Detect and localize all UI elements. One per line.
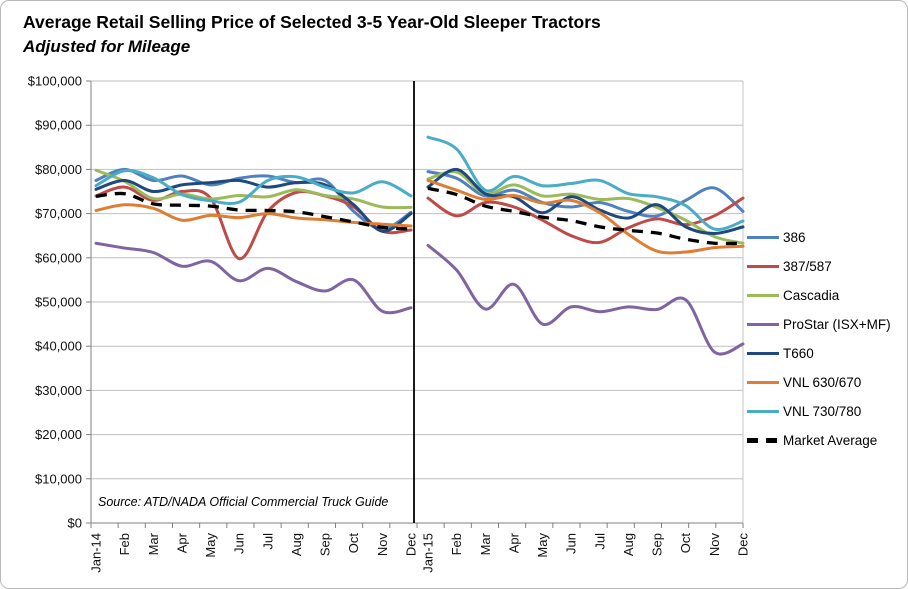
series-line-t660	[94, 178, 413, 233]
x-axis-label: Jul	[592, 533, 607, 550]
x-axis-label: Sep	[650, 533, 665, 556]
legend-item-cascadia: Cascadia	[747, 281, 891, 310]
series-line-market-average	[427, 186, 744, 246]
legend-item-386: 386	[747, 223, 891, 252]
y-axis-label: $10,000	[35, 471, 82, 486]
series-line-t660	[426, 167, 745, 235]
x-axis-label: Dec	[736, 533, 751, 557]
x-axis-label: Dec	[404, 533, 419, 557]
series-line-prostar-isx-mf-	[94, 241, 413, 315]
source-note: Source: ATD/NADA Official Commercial Tru…	[98, 495, 389, 509]
series-line-386	[94, 167, 413, 231]
series-line-cascadia	[94, 168, 413, 210]
legend-label-t660: T660	[783, 346, 814, 361]
legend-label-386: 386	[783, 230, 806, 245]
series-line-vnl-730-780	[426, 135, 745, 232]
x-axis-label: Feb	[449, 533, 464, 555]
y-axis-label: $60,000	[35, 250, 82, 265]
legend-item-prostar-isx-mf-: ProStar (ISX+MF)	[747, 310, 891, 339]
legend-swatch-cascadia	[747, 293, 779, 298]
legend-swatch-prostar-isx-mf-	[747, 322, 779, 327]
y-axis-label: $70,000	[35, 206, 82, 221]
x-axis-label: Aug	[621, 533, 636, 556]
series-line-387-587	[426, 196, 745, 245]
legend-label-prostar-isx-mf-: ProStar (ISX+MF)	[783, 317, 891, 332]
x-axis-label: Jan-14	[89, 533, 104, 573]
legend-swatch-vnl-630-670	[747, 380, 779, 385]
x-axis-label: Nov	[375, 533, 390, 557]
legend-item-vnl-630-670: VNL 630/670	[747, 368, 891, 397]
x-axis-label: Oct	[678, 533, 693, 554]
legend-swatch-vnl-730-780	[747, 409, 779, 414]
x-axis-label: Mar	[478, 532, 493, 555]
x-axis-label: Jun	[564, 533, 579, 554]
legend-item-vnl-730-780: VNL 730/780	[747, 397, 891, 426]
y-axis-label: $50,000	[35, 295, 82, 310]
x-axis-label: May	[535, 533, 550, 558]
legend-swatch-387-587	[747, 264, 779, 269]
legend-label-cascadia: Cascadia	[783, 288, 840, 303]
legend-label-market-average: Market Average	[783, 433, 878, 448]
x-axis-label: Jun	[232, 533, 247, 554]
x-axis-label: Aug	[289, 533, 304, 556]
legend-item-market-average: Market Average	[747, 426, 891, 455]
y-axis-label: $40,000	[35, 339, 82, 354]
chart-title: Average Retail Selling Price of Selected…	[23, 12, 601, 32]
legend-swatch-market-average	[747, 438, 779, 443]
legend-swatch-t660	[747, 351, 779, 356]
x-axis-label: Jul	[260, 533, 275, 550]
legend-label-vnl-630-670: VNL 630/670	[783, 375, 862, 390]
series-line-prostar-isx-mf-	[426, 243, 745, 356]
series-line-vnl-730-780	[94, 168, 413, 206]
series-line-vnl-630-670	[426, 178, 745, 255]
x-axis-label: Apr	[174, 532, 189, 553]
x-axis-label: Sep	[318, 533, 333, 556]
legend-item-t660: T660	[747, 339, 891, 368]
series-line-vnl-630-670	[94, 203, 413, 228]
y-axis-label: $30,000	[35, 383, 82, 398]
x-axis-label: May	[203, 533, 218, 558]
chart-subtitle: Adjusted for Mileage	[23, 37, 191, 56]
legend: 386 387/587 Cascadia ProStar (ISX+MF) T660 VN…	[747, 223, 891, 455]
series-line-market-average	[95, 191, 412, 231]
legend-label-vnl-730-780: VNL 730/780	[783, 404, 862, 419]
x-axis-label: Mar	[146, 532, 161, 555]
legend-item-387-587: 387/587	[747, 252, 891, 281]
y-axis-label: $80,000	[35, 162, 82, 177]
legend-label-387-587: 387/587	[783, 259, 832, 274]
legend-swatch-386	[747, 235, 779, 240]
x-axis-label: Apr	[506, 532, 521, 553]
x-axis-label: Oct	[346, 533, 361, 554]
x-axis-label: Nov	[707, 533, 722, 557]
y-axis-label: $0	[68, 516, 82, 531]
x-axis-label: Feb	[117, 533, 132, 555]
x-axis-label: Jan-15	[421, 533, 436, 573]
y-axis-label: $90,000	[35, 118, 82, 133]
y-axis-label: $20,000	[35, 427, 82, 442]
y-axis-label: $100,000	[28, 74, 82, 89]
